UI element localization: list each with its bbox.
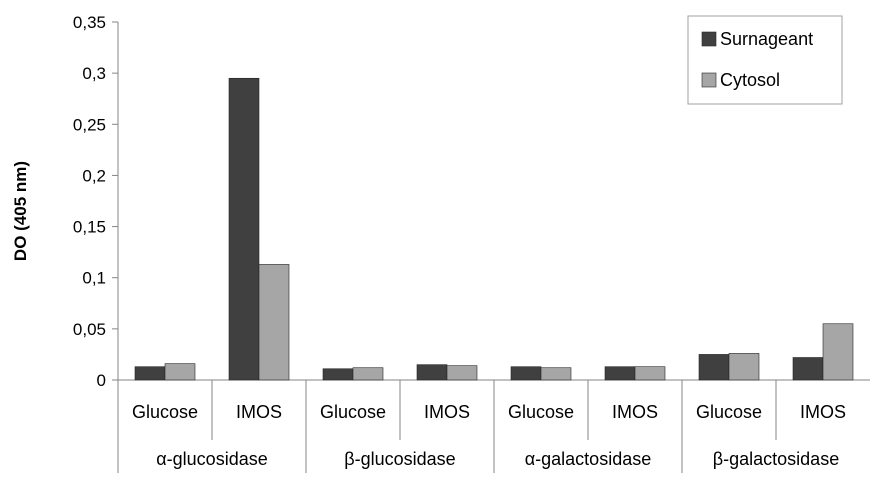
y-axis: 0 0,05 0,1 0,15 0,2 0,25 0,3 0,35 xyxy=(73,13,119,390)
bar-surnageant xyxy=(416,364,448,381)
y-tick-label: 0,35 xyxy=(73,13,106,32)
legend-label: Cytosol xyxy=(720,70,780,90)
bar-surnageant xyxy=(228,77,260,381)
y-tick-label: 0,05 xyxy=(73,320,106,339)
group-label: β-galactosidase xyxy=(713,449,839,469)
category-label: IMOS xyxy=(612,402,658,422)
y-tick-label: 0,25 xyxy=(73,115,106,134)
bar-surnageant xyxy=(698,354,730,381)
category-label: Glucose xyxy=(696,402,762,422)
bar-surnageant xyxy=(792,357,824,381)
y-tick-label: 0,3 xyxy=(82,64,106,83)
bar-surnageant xyxy=(134,366,166,381)
y-axis-label: DO (405 nm) xyxy=(11,161,30,261)
y-tick-label: 0,1 xyxy=(82,269,106,288)
legend-box xyxy=(687,15,843,105)
bar-cytosol xyxy=(822,323,854,381)
category-label: Glucose xyxy=(508,402,574,422)
legend-swatch xyxy=(701,72,717,88)
bar-cytosol xyxy=(258,264,290,381)
y-tick-label: 0,15 xyxy=(73,218,106,237)
group-label: α-galactosidase xyxy=(525,449,651,469)
bar-surnageant xyxy=(510,366,542,381)
legend: Surnageant Cytosol xyxy=(687,15,843,105)
legend-swatch xyxy=(701,31,717,47)
bars xyxy=(134,77,854,381)
bar-surnageant xyxy=(322,368,354,381)
bar-cytosol xyxy=(728,353,760,381)
bar-cytosol xyxy=(540,367,572,381)
y-tick-label: 0,2 xyxy=(82,166,106,185)
group-label: α-glucosidase xyxy=(156,449,267,469)
y-tick-label: 0 xyxy=(97,371,106,390)
bar-cytosol xyxy=(164,363,196,381)
category-label: IMOS xyxy=(236,402,282,422)
category-label: Glucose xyxy=(132,402,198,422)
bar-cytosol xyxy=(446,365,478,381)
category-label: IMOS xyxy=(424,402,470,422)
legend-label: Surnageant xyxy=(720,29,813,49)
bar-cytosol xyxy=(634,366,666,381)
x-axis: Glucose IMOS Glucose IMOS Glucose IMOS Glucose… xyxy=(117,379,870,473)
group-label: β-glucosidase xyxy=(344,449,455,469)
category-label: Glucose xyxy=(320,402,386,422)
bar-surnageant xyxy=(604,366,636,381)
bar-cytosol xyxy=(352,367,384,381)
category-label: IMOS xyxy=(800,402,846,422)
